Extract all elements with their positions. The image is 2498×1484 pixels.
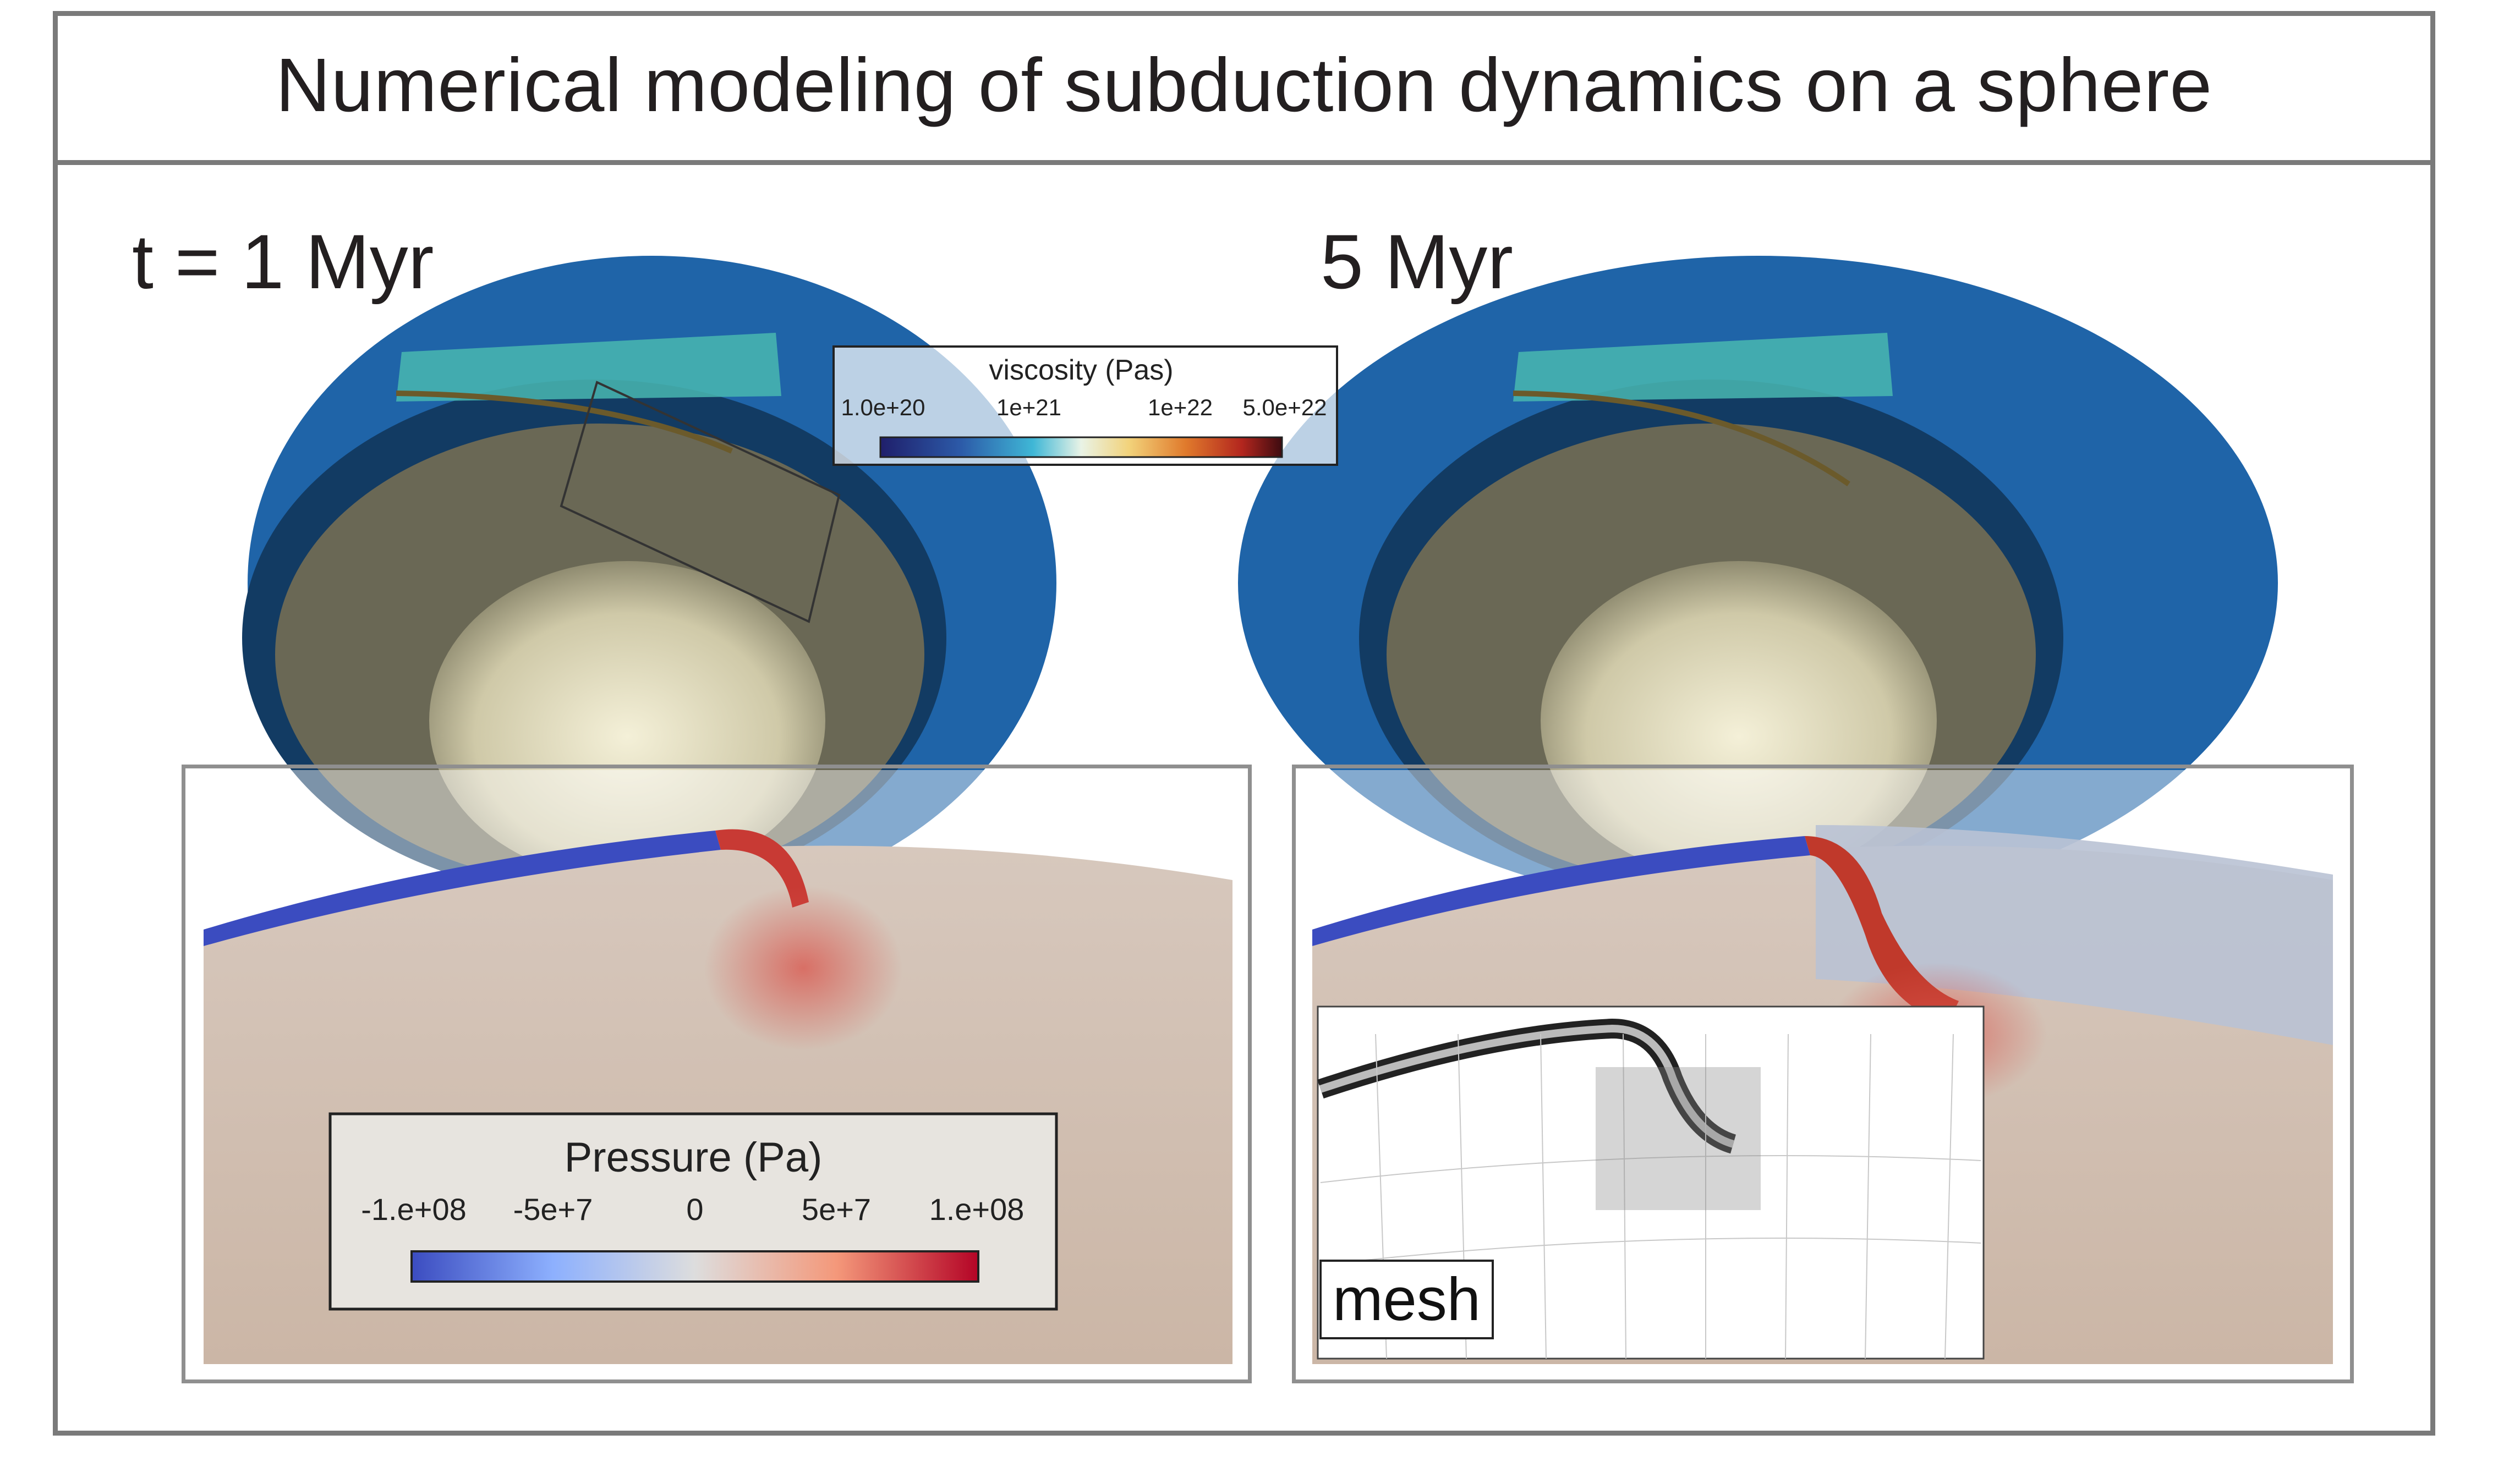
pressure-tick-4: 1.e+08 — [929, 1192, 1025, 1227]
viscosity-tick-1: 1e+21 — [996, 394, 1061, 420]
viscosity-legend: viscosity (Pas) 1.0e+20 1e+21 1e+22 5.0e… — [832, 345, 1338, 466]
pressure-tick-0: -1.e+08 — [361, 1192, 467, 1227]
figure-frame — [53, 11, 2435, 1436]
pressure-tick-2: 0 — [686, 1192, 703, 1227]
viscosity-tick-3: 5.0e+22 — [1243, 394, 1327, 420]
figure-title: Numerical modeling of subduction dynamic… — [275, 43, 2213, 128]
time-label-left: t = 1 Myr — [132, 218, 434, 305]
viscosity-legend-title: viscosity (Pas) — [989, 354, 1173, 386]
pressure-tick-1: -5e+7 — [513, 1192, 593, 1227]
left-pressure-panel — [182, 765, 1252, 1383]
time-label-right: 5 Myr — [1321, 218, 1513, 305]
viscosity-tick-0: 1.0e+20 — [841, 394, 925, 420]
title-bar: Numerical modeling of subduction dynamic… — [53, 11, 2435, 165]
right-pressure-panel — [1292, 765, 2354, 1383]
viscosity-tick-2: 1e+22 — [1148, 394, 1213, 420]
pressure-tick-3: 5e+7 — [802, 1192, 871, 1227]
pressure-legend: Pressure (Pa) -1.e+08 -5e+7 0 5e+7 1.e+0… — [328, 1112, 1058, 1311]
pressure-legend-title: Pressure (Pa) — [565, 1134, 823, 1181]
mesh-label: mesh — [1319, 1260, 1494, 1339]
